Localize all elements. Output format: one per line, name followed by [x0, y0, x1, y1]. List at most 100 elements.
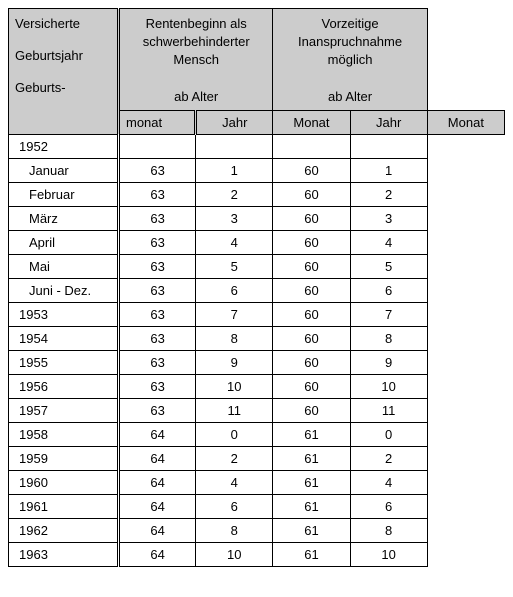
cell-label: 1956: [9, 374, 119, 398]
header-group1-jahr: Jahr: [196, 110, 273, 134]
table-row: 195763116011: [9, 398, 505, 422]
cell-label: 1963: [9, 542, 119, 566]
cell-r-jahr: 64: [119, 518, 196, 542]
cell-label: Mai: [9, 254, 119, 278]
cell-v-jahr: 60: [273, 278, 350, 302]
cell-label: 1962: [9, 518, 119, 542]
cell-label: März: [9, 206, 119, 230]
cell-v-jahr: 60: [273, 398, 350, 422]
cell-r-monat: 8: [196, 326, 273, 350]
cell-r-jahr: [119, 134, 196, 158]
header-col0-line2: Geburtsjahr: [15, 47, 111, 65]
cell-r-monat: 5: [196, 254, 273, 278]
cell-label: 1957: [9, 398, 119, 422]
cell-v-monat: 2: [350, 446, 427, 470]
cell-label: 1952: [9, 134, 119, 158]
cell-v-jahr: [273, 134, 350, 158]
table-row: Februar632602: [9, 182, 505, 206]
cell-label: 1960: [9, 470, 119, 494]
cell-r-jahr: 64: [119, 542, 196, 566]
cell-r-jahr: 63: [119, 350, 196, 374]
cell-v-monat: 5: [350, 254, 427, 278]
cell-r-jahr: 63: [119, 158, 196, 182]
header-col0-sub: monat: [119, 110, 196, 134]
header-col0-line1: Versicherte: [15, 15, 111, 33]
cell-r-monat: 11: [196, 398, 273, 422]
cell-label: 1961: [9, 494, 119, 518]
cell-r-jahr: 64: [119, 422, 196, 446]
cell-r-monat: 4: [196, 470, 273, 494]
cell-r-jahr: 64: [119, 470, 196, 494]
cell-v-jahr: 60: [273, 374, 350, 398]
cell-label: 1959: [9, 446, 119, 470]
cell-r-monat: 6: [196, 494, 273, 518]
table-row: Juni - Dez.636606: [9, 278, 505, 302]
cell-v-monat: 6: [350, 494, 427, 518]
cell-r-monat: [196, 134, 273, 158]
header-group2: Vorzeitige Inanspruchnahme möglich ab Al…: [273, 9, 427, 111]
cell-v-jahr: 60: [273, 230, 350, 254]
header-group1-l2: schwerbehinderter: [126, 33, 266, 51]
cell-v-monat: 9: [350, 350, 427, 374]
table-row: 1953637607: [9, 302, 505, 326]
cell-r-monat: 0: [196, 422, 273, 446]
cell-v-monat: 3: [350, 206, 427, 230]
cell-v-monat: 7: [350, 302, 427, 326]
cell-r-monat: 1: [196, 158, 273, 182]
cell-r-jahr: 63: [119, 254, 196, 278]
cell-r-monat: 2: [196, 182, 273, 206]
cell-v-jahr: 61: [273, 518, 350, 542]
cell-r-monat: 6: [196, 278, 273, 302]
cell-v-jahr: 61: [273, 470, 350, 494]
table-header: Versicherte Geburtsjahr Geburts- Rentenb…: [9, 9, 505, 135]
cell-v-monat: 8: [350, 326, 427, 350]
cell-v-jahr: 60: [273, 206, 350, 230]
cell-label: 1958: [9, 422, 119, 446]
cell-v-monat: 4: [350, 230, 427, 254]
table-row: 1952: [9, 134, 505, 158]
cell-v-monat: 0: [350, 422, 427, 446]
cell-v-jahr: 60: [273, 254, 350, 278]
cell-r-jahr: 63: [119, 326, 196, 350]
table-row: März633603: [9, 206, 505, 230]
cell-label: 1953: [9, 302, 119, 326]
cell-label: 1954: [9, 326, 119, 350]
table-row: 1961646616: [9, 494, 505, 518]
cell-r-monat: 2: [196, 446, 273, 470]
cell-r-jahr: 64: [119, 446, 196, 470]
table-row: 1958640610: [9, 422, 505, 446]
cell-r-monat: 10: [196, 542, 273, 566]
cell-v-monat: 4: [350, 470, 427, 494]
cell-v-monat: 1: [350, 158, 427, 182]
cell-r-monat: 8: [196, 518, 273, 542]
cell-r-jahr: 64: [119, 494, 196, 518]
table-row: 1962648618: [9, 518, 505, 542]
header-group2-l1: Vorzeitige: [279, 15, 420, 33]
cell-v-monat: 11: [350, 398, 427, 422]
header-group1: Rentenbeginn als schwerbehinderter Mensc…: [119, 9, 273, 111]
cell-r-monat: 7: [196, 302, 273, 326]
header-group2-jahr: Jahr: [350, 110, 427, 134]
header-col0-line3: Geburts-: [15, 79, 111, 97]
cell-v-jahr: 60: [273, 350, 350, 374]
table-row: 195663106010: [9, 374, 505, 398]
header-group2-monat: Monat: [427, 110, 504, 134]
cell-label: 1955: [9, 350, 119, 374]
table-row: 1960644614: [9, 470, 505, 494]
cell-v-jahr: 61: [273, 422, 350, 446]
cell-label: Juni - Dez.: [9, 278, 119, 302]
cell-r-monat: 10: [196, 374, 273, 398]
cell-r-jahr: 63: [119, 182, 196, 206]
cell-r-monat: 9: [196, 350, 273, 374]
cell-r-jahr: 63: [119, 230, 196, 254]
cell-v-monat: 2: [350, 182, 427, 206]
cell-v-jahr: 60: [273, 158, 350, 182]
table-row: 1959642612: [9, 446, 505, 470]
header-group2-l2: Inanspruchnahme: [279, 33, 420, 51]
table-row: Januar631601: [9, 158, 505, 182]
cell-v-jahr: 61: [273, 542, 350, 566]
header-group1-l1: Rentenbeginn als: [126, 15, 266, 33]
header-group1-monat: Monat: [273, 110, 350, 134]
cell-v-jahr: 61: [273, 446, 350, 470]
cell-r-jahr: 63: [119, 374, 196, 398]
